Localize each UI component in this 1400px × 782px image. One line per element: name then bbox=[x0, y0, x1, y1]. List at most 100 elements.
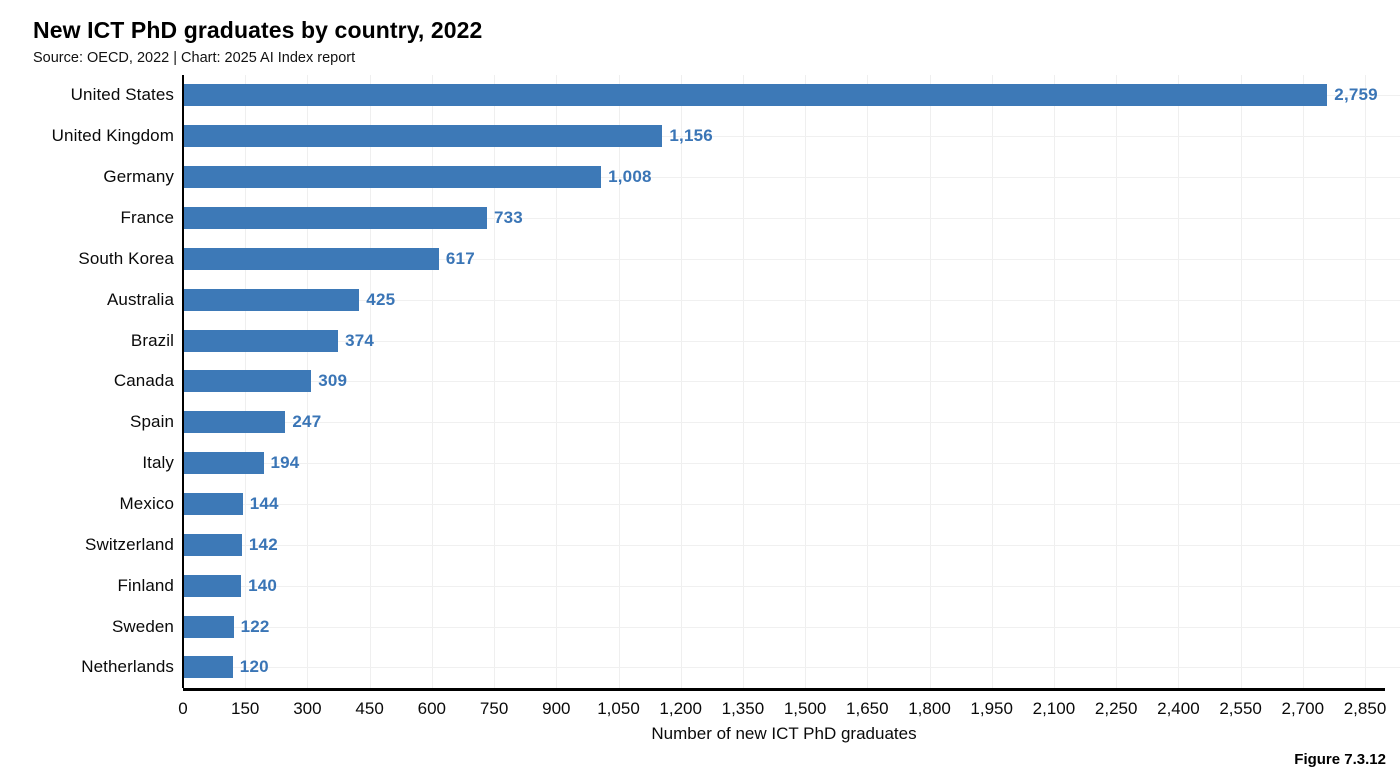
x-tick-label: 2,400 bbox=[1157, 699, 1200, 718]
bar-row: Mexico 144 bbox=[0, 484, 1400, 525]
bar-track: 1,008 bbox=[183, 157, 1400, 198]
x-tick-label: 1,500 bbox=[783, 699, 827, 718]
x-axis: 0 150 300 450 600 750 900 1,050 1,200 1,350 1,500 1… bbox=[178, 688, 1387, 721]
bar-track: 144 bbox=[183, 484, 1400, 525]
bar bbox=[183, 84, 1328, 107]
country-label: Switzerland bbox=[85, 534, 174, 554]
value-label: 194 bbox=[270, 453, 300, 473]
x-tick-label: 2,250 bbox=[1094, 699, 1138, 718]
chart-title: New ICT PhD graduates by country, 2022 bbox=[33, 17, 483, 43]
bar-track: 120 bbox=[183, 647, 1400, 688]
country-label: Netherlands bbox=[81, 657, 174, 677]
bar-row: Brazil 374 bbox=[0, 320, 1400, 361]
x-tick-label: 2,550 bbox=[1219, 699, 1262, 718]
value-label: 1,156 bbox=[669, 126, 713, 146]
country-label: Sweden bbox=[111, 616, 174, 636]
row-gridline bbox=[183, 340, 1400, 342]
plot-area: United States 2,759 United Kingdom 1,156 Ger… bbox=[0, 75, 1400, 688]
x-tick-label: 300 bbox=[293, 699, 322, 718]
country-label: France bbox=[120, 208, 174, 227]
bar bbox=[183, 574, 242, 597]
bar-row: France 733 bbox=[0, 198, 1400, 239]
row-gridline bbox=[183, 667, 1400, 669]
row-gridline bbox=[183, 218, 1400, 219]
x-tick-label: 1,350 bbox=[721, 699, 765, 718]
value-label: 140 bbox=[248, 575, 278, 595]
row-gridline bbox=[183, 626, 1400, 628]
country-label: Spain bbox=[130, 412, 174, 432]
bar-row: South Korea 617 bbox=[0, 238, 1400, 279]
x-tick-label: 1,200 bbox=[659, 699, 702, 718]
country-label: Canada bbox=[113, 371, 174, 391]
x-tick-label: 750 bbox=[479, 699, 509, 718]
bar-row: United Kingdom 1,156 bbox=[0, 116, 1400, 157]
bar-track: 309 bbox=[183, 361, 1400, 402]
bar-track: 142 bbox=[183, 524, 1400, 565]
country-label: United States bbox=[70, 85, 174, 105]
x-tick-label: 1,800 bbox=[908, 699, 951, 718]
country-label: South Korea bbox=[78, 248, 174, 268]
bar-row: Canada 309 bbox=[0, 361, 1400, 402]
bar-track: 122 bbox=[183, 606, 1400, 647]
bar bbox=[183, 166, 602, 189]
country-label: Australia bbox=[106, 289, 174, 309]
row-gridline bbox=[183, 463, 1400, 465]
value-label: 122 bbox=[240, 616, 270, 636]
bar-track: 247 bbox=[183, 402, 1400, 443]
chart-header: New ICT PhD graduates by country, 2022 S… bbox=[0, 0, 1400, 75]
value-label: 733 bbox=[494, 208, 523, 227]
country-label: Finland bbox=[117, 575, 174, 595]
x-tick-label: 600 bbox=[417, 699, 446, 718]
bar-track: 194 bbox=[183, 443, 1400, 484]
value-label: 1,008 bbox=[608, 167, 652, 187]
value-label: 425 bbox=[366, 289, 396, 309]
bar bbox=[183, 452, 264, 475]
row-gridline bbox=[183, 258, 1400, 260]
row-gridline bbox=[183, 585, 1400, 587]
x-axis-title: Number of new ICT PhD graduates bbox=[651, 724, 917, 743]
value-label: 617 bbox=[445, 248, 475, 268]
value-label: 120 bbox=[239, 657, 269, 677]
bar-track: 1,156 bbox=[183, 116, 1400, 157]
x-tick-label: 1,950 bbox=[970, 699, 1013, 718]
bar bbox=[183, 247, 439, 270]
bar-row: Italy 194 bbox=[0, 443, 1400, 484]
bar bbox=[183, 411, 286, 434]
chart-subtitle: Source: OECD, 2022 | Chart: 2025 AI Inde… bbox=[33, 50, 356, 66]
x-tick-label: 2,100 bbox=[1032, 699, 1076, 718]
bar-row: United States 2,759 bbox=[0, 75, 1400, 116]
bar bbox=[183, 125, 663, 148]
bar-row: Netherlands 120 bbox=[0, 647, 1400, 688]
bar-row: Switzerland 142 bbox=[0, 524, 1400, 565]
x-tick-label: 2,700 bbox=[1281, 699, 1325, 718]
country-label: Germany bbox=[103, 167, 174, 187]
value-label: 374 bbox=[345, 330, 375, 350]
value-label: 2,759 bbox=[1334, 85, 1378, 105]
bar bbox=[183, 533, 242, 556]
x-tick-label: 450 bbox=[355, 699, 384, 718]
value-label: 309 bbox=[318, 371, 348, 391]
bar bbox=[183, 207, 487, 229]
bar-track: 617 bbox=[183, 238, 1400, 279]
row-gridline bbox=[183, 504, 1400, 506]
bar bbox=[183, 656, 233, 679]
country-label: Mexico bbox=[119, 494, 174, 514]
country-label: Italy bbox=[142, 453, 174, 473]
bar-track: 140 bbox=[183, 565, 1400, 606]
bar-track: 2,759 bbox=[183, 75, 1400, 116]
row-gridline bbox=[183, 381, 1400, 383]
row-gridline bbox=[183, 422, 1400, 424]
bar bbox=[183, 329, 339, 352]
x-tick-label: 1,650 bbox=[846, 699, 889, 718]
bar bbox=[183, 370, 312, 393]
value-label: 142 bbox=[248, 534, 278, 554]
row-gridline bbox=[183, 136, 1400, 138]
bar-track: 425 bbox=[183, 279, 1400, 320]
x-tick-label: 2,850 bbox=[1343, 699, 1387, 718]
bar-row: Spain 247 bbox=[0, 402, 1400, 443]
x-tick-label: 0 bbox=[178, 699, 188, 718]
country-label: Brazil bbox=[130, 330, 174, 350]
bar-track: 374 bbox=[183, 320, 1400, 361]
y-axis-line bbox=[182, 75, 184, 688]
bar bbox=[183, 288, 360, 311]
